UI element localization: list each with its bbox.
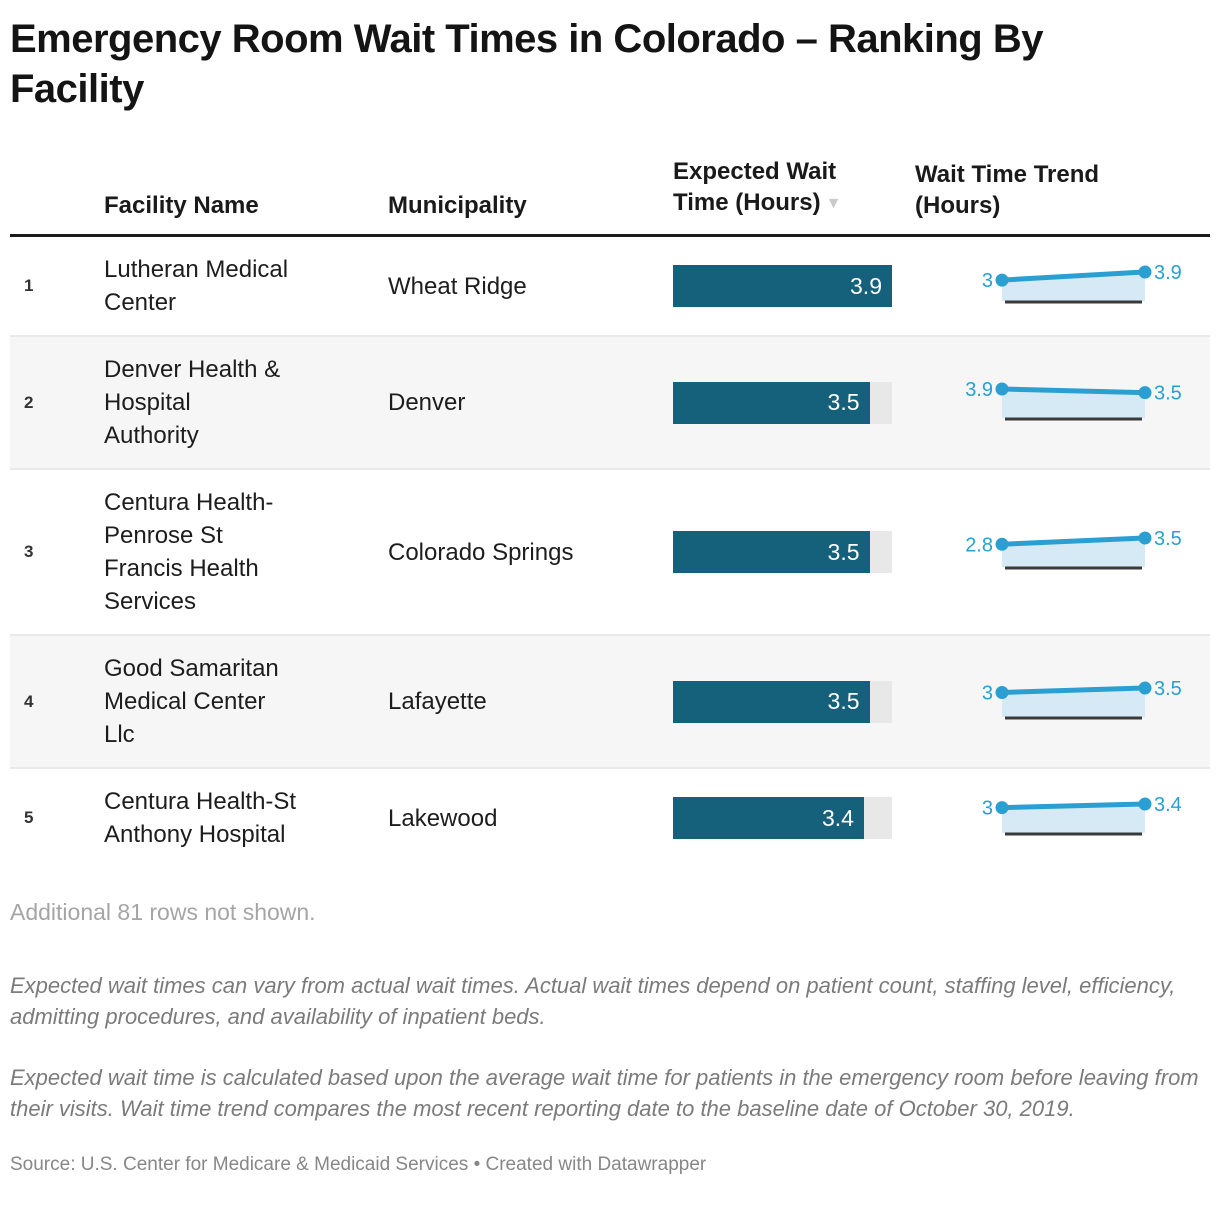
footnote-1: Expected wait times can vary from actual… (10, 973, 1176, 1029)
expected-wait-cell: 3.9 (663, 265, 915, 307)
municipality-cell: Lafayette (388, 688, 487, 715)
bar-track: 3.5 (673, 531, 892, 573)
svg-text:3.5: 3.5 (1154, 528, 1182, 550)
table-header: Facility Name Municipality Expected Wait… (10, 156, 1210, 237)
bar-fill: 3.5 (673, 531, 870, 573)
source-line: Source: U.S. Center for Medicare & Medic… (10, 1154, 707, 1175)
trend-sparkline: 3 3.9 (982, 262, 1182, 304)
bar-track: 3.5 (673, 680, 892, 723)
rank-cell: 5 (24, 808, 34, 827)
col-header-facility[interactable]: Facility Name (104, 192, 259, 219)
rank-cell: 2 (24, 392, 34, 412)
expected-wait-cell: 3.4 (663, 797, 915, 839)
wait-trend-cell: 2.8 3.5 (915, 522, 1210, 582)
facility-name-cell: Good Samaritan Medical Center Llc (104, 655, 279, 748)
svg-text:3: 3 (982, 270, 993, 292)
wait-trend-cell: 3.9 3.5 (915, 373, 1210, 433)
col-header-wait-trend[interactable]: Wait Time Trend (Hours) (915, 161, 1100, 219)
bar-value-label: 3.5 (827, 389, 860, 415)
svg-text:3.5: 3.5 (1154, 678, 1182, 700)
expected-wait-cell: 3.5 (663, 680, 915, 723)
table-body: 1 Lutheran Medical Center Wheat Ridge 3.9 3 3… (10, 237, 1210, 867)
bar-value-label: 3.4 (821, 804, 854, 831)
svg-text:3.9: 3.9 (965, 379, 993, 401)
additional-rows-note: Additional 81 rows not shown. (10, 899, 316, 925)
rank-cell: 4 (24, 691, 34, 711)
svg-text:3.9: 3.9 (1154, 262, 1182, 284)
municipality-cell: Colorado Springs (388, 538, 574, 566)
municipality-cell: Denver (388, 389, 466, 416)
bar-track: 3.9 (673, 265, 892, 307)
bar-fill: 3.4 (673, 797, 864, 839)
facility-name-cell: Denver Health & Hospital Authority (104, 356, 281, 449)
svg-text:3.4: 3.4 (1154, 794, 1182, 816)
bar-value-label: 3.9 (850, 272, 882, 299)
svg-text:3.5: 3.5 (1154, 382, 1182, 404)
svg-text:2.8: 2.8 (965, 534, 993, 556)
expected-wait-cell: 3.5 (663, 531, 915, 573)
svg-text:3: 3 (982, 682, 993, 704)
municipality-cell: Wheat Ridge (388, 272, 527, 300)
bar-value-label: 3.5 (827, 688, 860, 714)
trend-sparkline: 2.8 3.5 (965, 528, 1182, 570)
table-row: 2 Denver Health & Hospital Authority Denve… (10, 335, 1210, 468)
table-row: 3 Centura Health- Penrose St Francis Heal… (10, 468, 1210, 634)
table-row: 4 Good Samaritan Medical Center Llc Lafaye… (10, 634, 1210, 767)
expected-wait-cell: 3.5 (663, 381, 915, 424)
bar-fill: 3.5 (673, 381, 870, 424)
bar-track: 3.5 (673, 381, 892, 424)
bar-value-label: 3.5 (827, 538, 860, 565)
col-header-expected-wait-label: Expected Wait Time (Hours) (673, 158, 837, 216)
facility-name-cell: Centura Health-St Anthony Hospital (104, 788, 297, 848)
bar-fill: 3.9 (673, 265, 892, 307)
trend-sparkline: 3 3.5 (982, 678, 1182, 719)
sort-descending-icon[interactable]: ▼ (825, 195, 842, 212)
trend-sparkline: 3 3.4 (982, 794, 1182, 836)
col-header-municipality[interactable]: Municipality (388, 192, 527, 219)
facility-name-cell: Centura Health- Penrose St Francis Healt… (104, 489, 274, 615)
rank-cell: 3 (24, 542, 34, 561)
wait-trend-cell: 3 3.5 (915, 672, 1210, 732)
rank-cell: 1 (24, 276, 34, 295)
footnote-2: Expected wait time is calculated based u… (10, 1065, 1199, 1121)
bar-fill: 3.5 (673, 680, 870, 723)
table-row: 5 Centura Health-St Anthony Hospital Lakew… (10, 767, 1210, 867)
wait-trend-cell: 3 3.4 (915, 788, 1210, 848)
svg-text:3: 3 (982, 798, 993, 820)
wait-trend-cell: 3 3.9 (915, 256, 1210, 316)
col-header-expected-wait[interactable]: Expected Wait Time (Hours) ▼ (663, 156, 895, 221)
facility-name-cell: Lutheran Medical Center (104, 256, 289, 316)
footnotes: Expected wait times can vary from actual… (10, 970, 1210, 1124)
municipality-cell: Lakewood (388, 804, 498, 832)
trend-sparkline: 3.9 3.5 (965, 379, 1182, 420)
bar-track: 3.4 (673, 797, 892, 839)
table-row: 1 Lutheran Medical Center Wheat Ridge 3.9 3 3… (10, 237, 1210, 335)
page-title: Emergency Room Wait Times in Colorado – … (10, 17, 1044, 111)
